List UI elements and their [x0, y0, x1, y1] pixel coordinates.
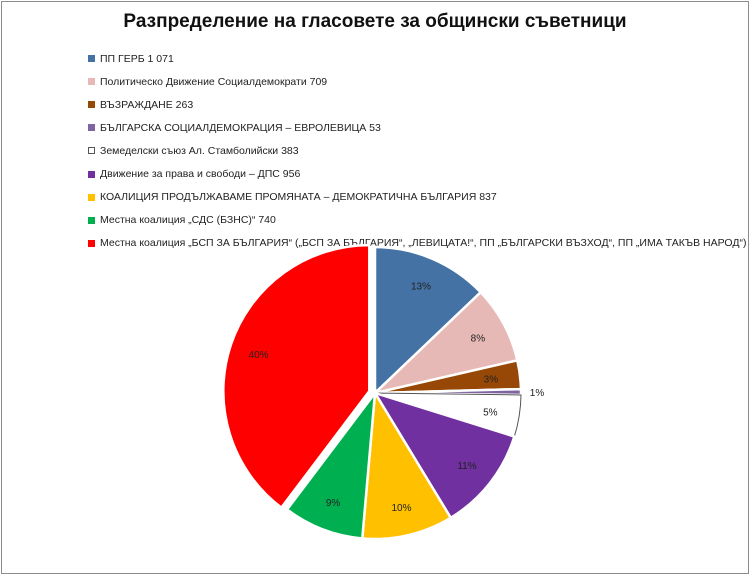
slice-label: 13%	[411, 282, 431, 293]
chart-title: Разпределение на гласовете за общински с…	[123, 11, 627, 32]
slice-label: 9%	[326, 498, 341, 509]
legend-label: Политическо Движение Социалдемократи 709	[100, 75, 328, 88]
pie-slice	[285, 388, 377, 540]
legend: ПП ГЕРБ 1 071 Политическо Движение Социал…	[88, 47, 750, 255]
slice-label: 5%	[483, 407, 498, 418]
legend-swatch	[88, 239, 95, 247]
legend-item: Движение за права и свободи – ДПС 956	[88, 162, 750, 185]
legend-item: БЪЛГАРСКА СОЦИАЛДЕМОКРАЦИЯ – ЕВРОЛЕВИЦА …	[88, 116, 750, 139]
pie-slice	[360, 389, 453, 541]
legend-label: Местна коалиция „БСП ЗА БЪЛГАРИЯ“ („БСП …	[100, 237, 750, 250]
slice-label: 11%	[457, 461, 476, 472]
legend-swatch	[88, 147, 95, 155]
legend-label: ПП ГЕРБ 1 071	[100, 52, 174, 65]
slice-label: 1%	[530, 388, 545, 399]
legend-item: ПП ГЕРБ 1 071	[88, 47, 750, 70]
legend-label: Местна коалиция „СДС (БЗНС)“ 740	[100, 214, 276, 227]
pie-slice	[373, 245, 483, 396]
legend-item: ВЪЗРАЖДАНЕ 263	[88, 93, 750, 116]
legend-label: Движение за права и свободи – ДПС 956	[100, 168, 301, 181]
pie-slice	[372, 390, 516, 520]
slice-label: 40%	[249, 350, 269, 361]
legend-label: ВЪЗРАЖДАНЕ 263	[100, 98, 194, 111]
legend-label: КОАЛИЦИЯ ПРОДЪЛЖАВАМЕ ПРОМЯНАТА – ДЕМОКР…	[100, 191, 497, 204]
slice-label: 10%	[392, 503, 412, 514]
legend-item: Политическо Движение Социалдемократи 709	[88, 70, 750, 93]
legend-swatch	[88, 170, 95, 178]
slice-label: 8%	[471, 334, 486, 345]
legend-swatch	[88, 193, 95, 201]
legend-swatch	[88, 101, 95, 109]
legend-swatch	[88, 78, 95, 86]
legend-item: Местна коалиция „СДС (БЗНС)“ 740	[88, 209, 750, 232]
legend-item: Земеделски съюз Ал. Стамболийски 383	[88, 139, 750, 162]
pie-slice	[222, 243, 371, 510]
legend-swatch	[88, 55, 95, 63]
legend-item: Местна коалиция „БСП ЗА БЪЛГАРИЯ“ („БСП …	[88, 232, 750, 255]
legend-swatch	[88, 124, 95, 132]
legend-swatch	[88, 216, 95, 224]
legend-label: БЪЛГАРСКА СОЦИАЛДЕМОКРАЦИЯ – ЕВРОЛЕВИЦА …	[100, 121, 381, 134]
slice-label: 3%	[484, 374, 499, 385]
legend-label: Земеделски съюз Ал. Стамболийски 383	[100, 144, 299, 157]
legend-item: КОАЛИЦИЯ ПРОДЪЛЖАВАМЕ ПРОМЯНАТА – ДЕМОКР…	[88, 186, 750, 209]
